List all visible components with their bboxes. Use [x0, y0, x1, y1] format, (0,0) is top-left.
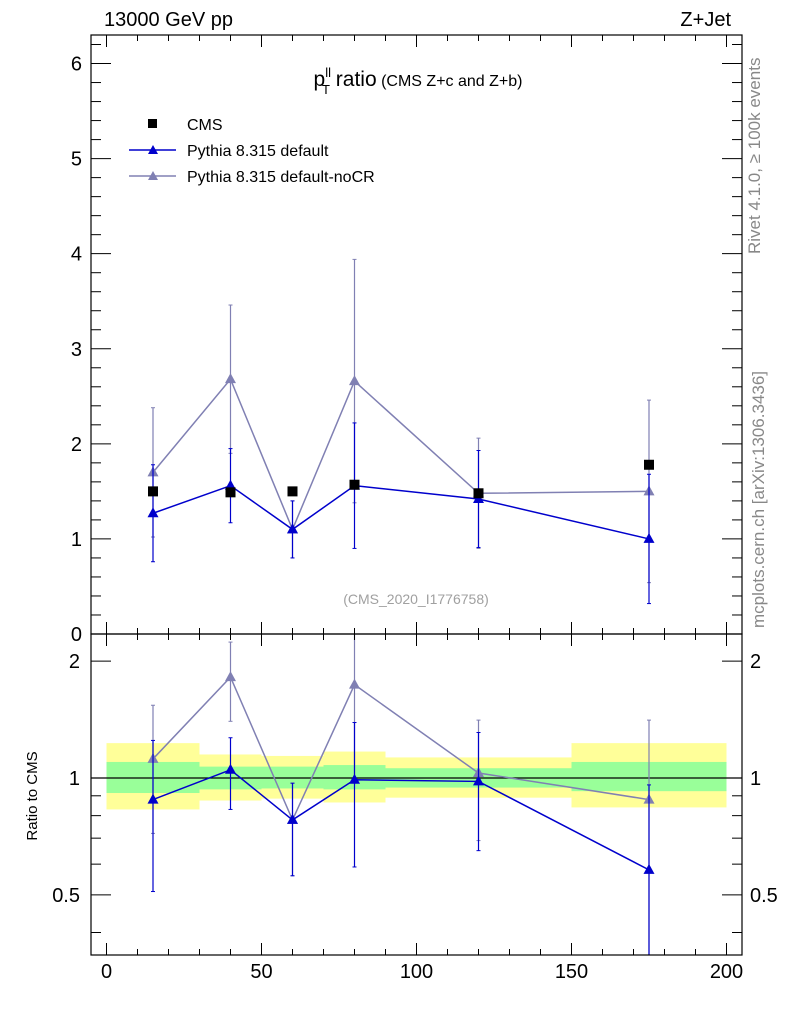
main-cms-point — [225, 487, 236, 498]
ratio-y-tick-label-left: 2 — [69, 651, 80, 673]
ratio-nocr-point — [225, 671, 236, 682]
legend-label-default: Pythia 8.315 default — [187, 143, 329, 160]
y-tick-label: 3 — [71, 339, 82, 361]
header-left: 13000 GeV pp — [104, 9, 233, 31]
y-tick-label: 1 — [71, 529, 82, 551]
main-default-line — [152, 484, 650, 540]
ratio-default-point — [287, 813, 298, 824]
y-tick-label: 0 — [71, 624, 82, 646]
ratio-default-point — [349, 773, 360, 784]
source-label: mcplots.cern.ch [arXiv:1306.3436] — [749, 371, 768, 628]
y-tick-label: 5 — [71, 149, 82, 171]
x-tick-label: 200 — [710, 961, 743, 983]
ratio-y-tick-label-right: 0.5 — [750, 885, 778, 907]
main-default-point — [147, 507, 159, 518]
y-tick-label: 2 — [71, 434, 82, 456]
ratio-y-tick-label-right: 1 — [750, 768, 761, 790]
main-title: pll T ratio (CMS Z+c and Z+b) — [314, 65, 523, 97]
ratio-y-tick-label-left: 0.5 — [52, 885, 80, 907]
main-title-word: ratio — [330, 68, 377, 91]
legend-marker-nocr — [148, 171, 158, 180]
main-nocr-point — [225, 373, 236, 384]
ratio-nocr-line — [152, 675, 650, 822]
main-default-point — [225, 479, 236, 490]
x-tick-label: 100 — [400, 961, 433, 983]
legend-marker-default — [148, 145, 158, 154]
ratio-default-point — [225, 763, 236, 774]
watermark: (CMS_2020_I1776758) — [343, 591, 489, 607]
x-tick-label: 150 — [555, 961, 588, 983]
main-cms-point — [644, 459, 654, 470]
ratio-panel: 0 50 100 150 200 0.5 0.5 1 1 2 2 — [52, 633, 778, 983]
ratio-default-line — [152, 768, 650, 871]
ratio-y-tick-label-right: 2 — [750, 651, 761, 673]
main-title-suffix: (CMS Z+c and Z+b) — [381, 73, 522, 90]
x-tick-label: 0 — [101, 961, 112, 983]
legend-label-cms: CMS — [187, 117, 223, 134]
rivet-label: Rivet 4.1.0, ≥ 100k events — [745, 58, 764, 254]
main-cms-point — [473, 488, 484, 499]
main-title-sub: T — [322, 82, 330, 97]
y-tick-label: 6 — [71, 54, 82, 76]
ratio-nocr-point — [349, 678, 360, 689]
main-cms-point — [287, 486, 298, 497]
ratio-y-tick-label-left: 1 — [69, 768, 80, 790]
x-tick-label: 50 — [250, 961, 272, 983]
legend: CMS Pythia 8.315 default Pythia 8.315 de… — [129, 117, 375, 186]
legend-marker-cms — [148, 119, 157, 128]
ratio-ylabel: Ratio to CMS — [24, 751, 41, 840]
main-title-sup: ll — [325, 65, 331, 80]
y-tick-label: 4 — [71, 244, 82, 266]
main-cms-point — [349, 479, 360, 490]
legend-label-nocr: Pythia 8.315 default-noCR — [187, 169, 375, 186]
main-default-point — [643, 532, 655, 543]
main-title-p: p — [314, 68, 326, 91]
ratio-default-point — [147, 793, 159, 804]
ratio-default-point — [473, 775, 484, 786]
ratio-default-point — [643, 863, 655, 874]
header-right: Z+Jet — [680, 9, 731, 31]
main-default-point — [287, 523, 298, 534]
main-nocr-point — [349, 375, 360, 386]
main-nocr-line — [152, 377, 650, 532]
main-cms-point — [148, 486, 158, 497]
main-panel: 0 1 2 3 4 5 6 — [71, 34, 743, 646]
